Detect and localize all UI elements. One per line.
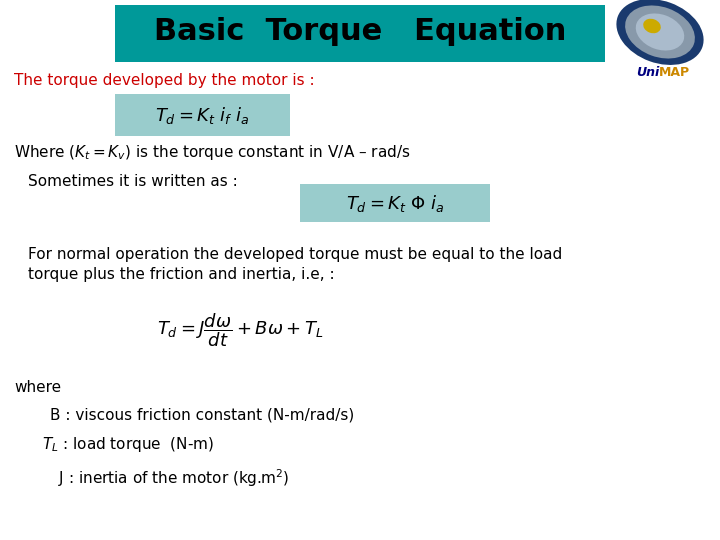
FancyBboxPatch shape [300,184,490,222]
FancyBboxPatch shape [115,5,605,62]
Text: B : viscous friction constant (N-m/rad/s): B : viscous friction constant (N-m/rad/s… [50,408,354,422]
Text: $T_d = K_t\ i_f\ i_a$: $T_d = K_t\ i_f\ i_a$ [155,105,249,125]
Text: Sometimes it is written as :: Sometimes it is written as : [28,174,238,190]
Text: J : inertia of the motor (kg.m$^2$): J : inertia of the motor (kg.m$^2$) [58,467,289,489]
Text: torque plus the friction and inertia, i.e, :: torque plus the friction and inertia, i.… [28,267,335,282]
Text: For normal operation the developed torque must be equal to the load: For normal operation the developed torqu… [28,247,562,262]
Ellipse shape [636,14,684,51]
Text: where: where [14,381,61,395]
Text: Where $(K_t = K_v)$ is the torque constant in V/A – rad/s: Where $(K_t = K_v)$ is the torque consta… [14,143,410,161]
Text: $T_d = J\dfrac{d\omega}{dt}+B\omega+T_L$: $T_d = J\dfrac{d\omega}{dt}+B\omega+T_L$ [157,311,323,349]
Text: Basic  Torque   Equation: Basic Torque Equation [154,17,566,46]
Text: MAP: MAP [659,65,690,78]
FancyBboxPatch shape [115,94,290,136]
Ellipse shape [625,5,695,58]
Text: $T_L$ : load torque  (N-m): $T_L$ : load torque (N-m) [42,435,214,455]
Text: $T_d = K_t\ \Phi\ i_a$: $T_d = K_t\ \Phi\ i_a$ [346,192,444,213]
Ellipse shape [643,19,661,33]
Text: Uni: Uni [636,65,660,78]
Text: The torque developed by the motor is :: The torque developed by the motor is : [14,72,315,87]
Ellipse shape [616,0,703,65]
